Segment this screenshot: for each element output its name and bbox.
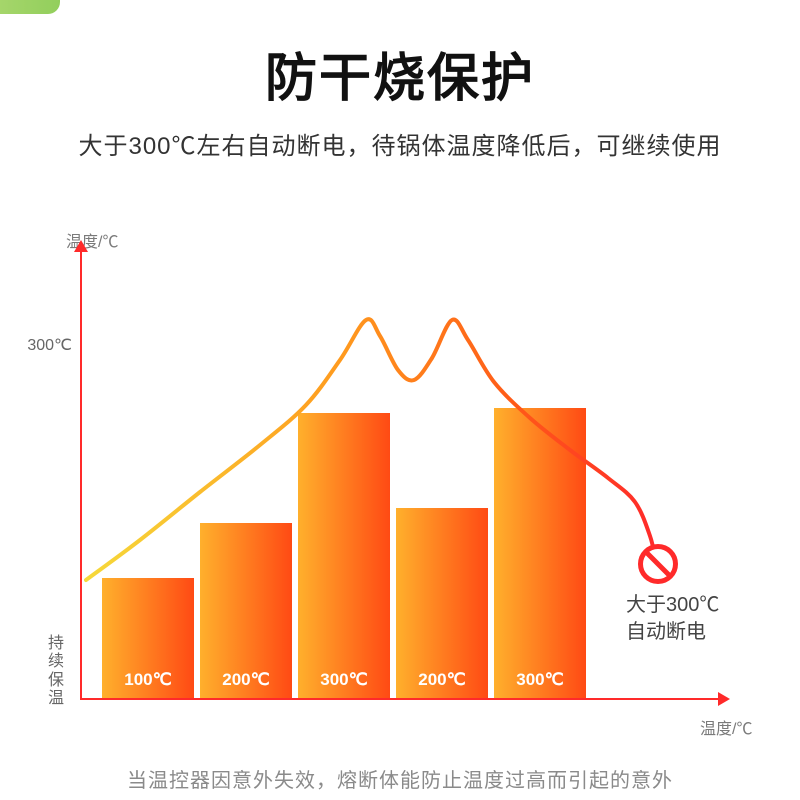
x-axis-label: 温度/℃ bbox=[700, 715, 752, 739]
temperature-curve bbox=[80, 240, 720, 700]
footnote: 当温控器因意外失效，熔断体能防止温度过高而引起的意外 bbox=[0, 764, 800, 793]
page-title: 防干烧保护 bbox=[0, 36, 800, 111]
stop-annotation bbox=[638, 544, 678, 584]
cutoff-annotation: 大于300℃ 自动断电 bbox=[626, 592, 719, 646]
stage: 防干烧保护 大于300℃左右自动断电，待锅体温度降低后，可继续使用 温度/℃ 3… bbox=[0, 0, 800, 800]
prohibit-icon bbox=[638, 544, 678, 584]
y-tick-300: 300℃ bbox=[16, 335, 72, 355]
cutoff-line2: 自动断电 bbox=[626, 621, 706, 643]
cutoff-line1: 大于300℃ bbox=[626, 594, 719, 616]
y-keep-label: 持续保温 bbox=[46, 635, 66, 709]
chart-area: 温度/℃ 300℃ 持续保温 温度/℃ 100℃200℃300℃200℃300℃… bbox=[80, 240, 720, 700]
top-accent bbox=[0, 0, 60, 14]
page-subtitle: 大于300℃左右自动断电，待锅体温度降低后，可继续使用 bbox=[0, 126, 800, 161]
